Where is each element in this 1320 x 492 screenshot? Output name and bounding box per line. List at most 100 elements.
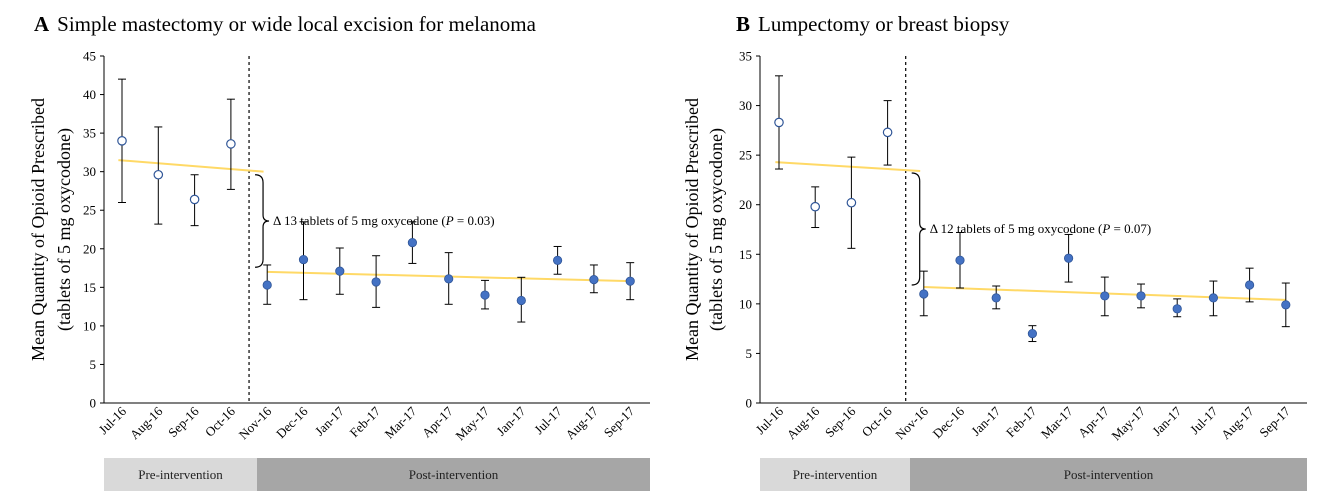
data-point-pre [226,139,236,149]
x-tick-label: Dec-16 [929,403,967,441]
y-tick-label: 5 [90,357,97,372]
y-axis-label: Mean Quantity of Opioid Prescribed [28,98,48,361]
pre-intervention-label: Pre-intervention [793,467,878,482]
panel-title-text: Lumpectomy or breast biopsy [758,12,1010,36]
data-point-post [1027,328,1038,339]
data-point-post [1136,291,1146,301]
data-point-post [625,276,635,286]
data-point-post [919,289,929,299]
difference-bracket [911,172,926,286]
x-tick-label: May-17 [1108,403,1148,443]
data-point-post [1100,291,1110,301]
x-tick-label: Apr-17 [419,403,456,440]
x-tick-label: Sep-17 [1256,403,1293,440]
data-point-post [444,274,454,284]
y-tick-label: 0 [90,396,97,411]
y-tick-label: 45 [83,49,96,64]
data-point-post [955,255,965,265]
annotation-suffix: = 0.07) [1110,221,1151,236]
annotation-prefix: Δ 12 tablets of 5 mg oxycodone ( [930,221,1103,236]
y-axis-label: Mean Quantity of Opioid Prescribed [682,98,702,361]
data-point-post [552,255,563,265]
data-point-post [1172,304,1182,314]
x-tick-label: Nov-16 [892,403,931,442]
x-tick-label: Oct-16 [859,403,895,439]
data-point-post [991,293,1001,303]
annotation-suffix: = 0.03) [454,213,495,228]
y-tick-label: 15 [739,247,752,262]
panel-title: B Lumpectomy or breast biopsy [736,12,1010,36]
data-point-post [589,275,599,285]
annotation-p-letter: P [445,213,454,228]
x-tick-label: Feb-17 [1003,403,1040,440]
panel-letter: B [736,12,750,36]
y-tick-label: 30 [739,98,752,113]
data-point-post [371,277,381,287]
y-tick-label: 0 [746,396,753,411]
x-tick-label: Jan-17 [1149,403,1184,438]
data-point-post [480,290,490,300]
y-tick-label: 35 [739,49,752,64]
data-point-post [335,266,345,276]
x-tick-label: Apr-17 [1075,403,1112,440]
annotation-p-letter: P [1101,221,1110,236]
x-tick-label: Jan-17 [968,403,1003,438]
x-tick-label: Jul-17 [531,403,565,437]
y-tick-label: 40 [83,87,96,102]
pre-intervention-band [104,458,257,491]
x-tick-label: Jan-17 [312,403,347,438]
panel-title-text: Simple mastectomy or wide local excision… [57,12,536,36]
x-tick-label: Aug-17 [562,403,601,442]
data-point-pre [810,201,820,212]
x-tick-label: Mar-17 [1038,403,1076,441]
y-axis-label-units: (tablets of 5 mg oxycodone) [706,128,727,331]
x-tick-label: Oct-16 [202,403,238,439]
data-point-post [516,295,526,306]
x-tick-label: Jul-16 [753,403,787,437]
x-tick-label: Dec-16 [273,403,311,441]
panel-b: B Lumpectomy or breast biopsy Mean Quantit… [682,12,1307,491]
x-tick-label: Jan-17 [493,403,528,438]
data-point-post [298,254,309,265]
difference-annotation: Δ 12 tablets of 5 mg oxycodone (P = 0.07… [930,221,1152,236]
data-point-post [262,280,272,290]
x-tick-label: Nov-16 [236,403,275,442]
y-tick-label: 20 [739,197,752,212]
x-tick-label: Sep-17 [601,403,638,440]
data-point-pre [117,136,127,146]
y-tick-label: 25 [83,203,96,218]
post-intervention-band [910,458,1307,491]
y-axis-label-units: (tablets of 5 mg oxycodone) [54,128,75,331]
y-tick-label: 25 [739,148,752,163]
x-tick-label: Sep-16 [822,403,859,440]
y-tick-label: 35 [83,126,96,141]
x-tick-label: Feb-17 [347,403,384,440]
pre-intervention-label: Pre-intervention [138,467,223,482]
data-point-pre [846,197,857,208]
panel-title: A Simple mastectomy or wide local excisio… [34,12,537,36]
x-tick-label: Jul-16 [96,403,130,437]
x-tick-label: Mar-17 [382,403,420,441]
post-intervention-label: Post-intervention [409,467,499,482]
post-intervention-band [257,458,650,491]
x-tick-label: Aug-16 [784,403,823,442]
trend-line-pre [118,159,264,173]
y-tick-label: 10 [83,318,96,333]
y-tick-label: 5 [746,346,753,361]
y-tick-label: 30 [83,164,96,179]
x-tick-label: Aug-16 [127,403,166,442]
data-point-post [1064,253,1074,263]
panel-letter: A [34,12,50,36]
annotation-prefix: Δ 13 tablets of 5 mg oxycodone ( [273,213,446,228]
data-point-pre [189,194,200,205]
data-point-pre [774,117,784,128]
data-point-post [1245,280,1255,290]
difference-annotation: Δ 13 tablets of 5 mg oxycodone (P = 0.03… [273,213,495,228]
y-tick-label: 15 [83,280,96,295]
pre-intervention-band [760,458,910,491]
panel-a: A Simple mastectomy or wide local excisio… [28,12,650,491]
difference-bracket [255,174,270,268]
data-point-post [1281,300,1291,310]
